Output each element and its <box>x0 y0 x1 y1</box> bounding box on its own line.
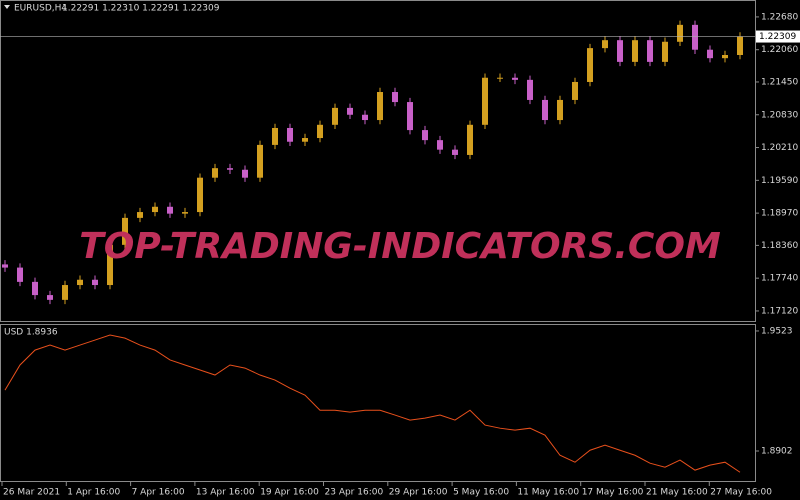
y-tick-label: 1.20210 <box>761 143 798 153</box>
x-tick-label: 26 Mar 2021 <box>3 488 60 498</box>
x-tick-label: 7 Apr 16:00 <box>132 488 185 498</box>
x-tick-label: 13 Apr 16:00 <box>196 488 255 498</box>
candle-body <box>557 99 563 121</box>
candle-body <box>602 40 608 49</box>
y-tick-label: 1.9523 <box>761 326 793 336</box>
y-tick-label: 1.17740 <box>761 274 798 284</box>
candle-body <box>647 40 653 62</box>
last-price-tag-bg <box>756 30 800 43</box>
candle-body <box>722 54 728 59</box>
candle-body <box>707 49 713 59</box>
candle-body <box>2 264 8 268</box>
candle-body <box>32 281 38 296</box>
candle-body <box>422 130 428 141</box>
y-tick-label: 1.22680 <box>761 12 798 22</box>
candle-body <box>62 285 68 300</box>
x-tick-label: 11 May 16:00 <box>517 488 579 498</box>
candle-body <box>17 267 23 282</box>
candle-body <box>182 212 188 214</box>
candle-body <box>212 168 218 178</box>
candle-body <box>407 102 413 131</box>
x-tick-label: 17 May 16:00 <box>582 488 644 498</box>
y-tick-label: 1.18970 <box>761 209 798 219</box>
candle-body <box>437 140 443 150</box>
y-tick-label: 1.18360 <box>761 241 798 251</box>
indicator-panel-frame <box>0 324 756 482</box>
y-tick-label: 1.22060 <box>761 45 798 55</box>
candle-body <box>617 40 623 62</box>
y-tick-label: 1.17120 <box>761 306 798 316</box>
candle-body <box>257 144 263 178</box>
candle-body <box>632 40 638 62</box>
candle-body <box>482 77 488 125</box>
indicator-title: USD 1.8936 <box>4 328 58 338</box>
candle-body <box>347 107 353 115</box>
candle-body <box>272 127 278 145</box>
x-tick-label: 27 May 16:00 <box>710 488 772 498</box>
y-tick-label: 1.20830 <box>761 110 798 120</box>
last-price-tag: 1.22309 <box>759 32 796 42</box>
main-panel-frame <box>0 0 756 322</box>
x-tick-label: 29 Apr 16:00 <box>389 488 448 498</box>
candle-body <box>167 206 173 214</box>
candle-body <box>527 79 533 100</box>
candle-body <box>137 212 143 218</box>
candle-body <box>227 168 233 170</box>
candle-body <box>107 244 113 286</box>
x-tick-label: 1 Apr 16:00 <box>67 488 120 498</box>
candle-body <box>77 279 83 286</box>
candle-body <box>317 124 323 139</box>
y-tick-label: 1.8902 <box>761 447 793 457</box>
menu-arrow[interactable] <box>4 5 10 9</box>
symbol-title: EURUSD,H4 <box>14 4 67 14</box>
candle-body <box>197 177 203 213</box>
candle-body <box>572 81 578 100</box>
x-tick-label: 23 Apr 16:00 <box>325 488 384 498</box>
candle-body <box>47 295 53 300</box>
candle-body <box>542 99 548 121</box>
candle-body <box>242 169 248 178</box>
candle-body <box>392 92 398 103</box>
candle-body <box>692 24 698 50</box>
candle-body <box>587 48 593 82</box>
candle-body <box>662 41 668 62</box>
candle-body <box>467 124 473 155</box>
candle-body <box>737 36 743 55</box>
candle-body <box>302 138 308 142</box>
candle-body <box>497 77 503 79</box>
candle-body <box>287 127 293 142</box>
candle-body <box>332 107 338 125</box>
candle-body <box>452 149 458 155</box>
candle-body <box>152 206 158 213</box>
indicator-line <box>4 334 741 473</box>
x-tick-label: 5 May 16:00 <box>453 488 509 498</box>
y-tick-label: 1.21450 <box>761 77 798 87</box>
x-tick-label: 19 Apr 16:00 <box>260 488 319 498</box>
ohlc-readout: 1.22291 1.22310 1.22291 1.22309 <box>62 4 220 14</box>
watermark: TOP-TRADING-INDICATORS.COM <box>79 226 721 267</box>
y-tick-label: 1.19590 <box>761 176 798 186</box>
candle-body <box>122 217 128 245</box>
candle-body <box>92 279 98 286</box>
x-tick-label: 21 May 16:00 <box>646 488 708 498</box>
candle-body <box>377 92 383 121</box>
candle-body <box>677 24 683 42</box>
candle-body <box>362 114 368 121</box>
candle-body <box>512 77 518 80</box>
